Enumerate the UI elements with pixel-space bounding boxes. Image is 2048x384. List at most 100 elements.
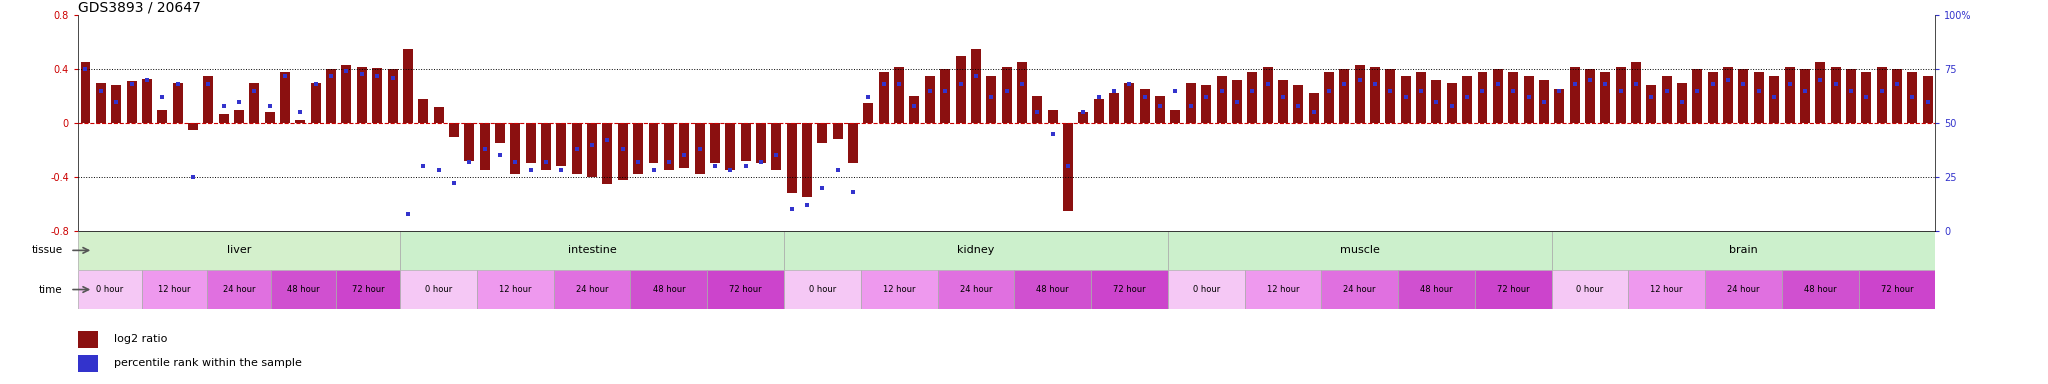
Text: intestine: intestine xyxy=(567,245,616,255)
Bar xyxy=(1063,123,1073,210)
Bar xyxy=(1722,66,1733,123)
Bar xyxy=(233,109,244,123)
Point xyxy=(1098,88,1130,94)
Text: 24 hour: 24 hour xyxy=(961,285,991,294)
Point xyxy=(1159,88,1192,94)
Point xyxy=(668,152,700,159)
Bar xyxy=(477,270,553,309)
Text: 0 hour: 0 hour xyxy=(426,285,453,294)
Bar xyxy=(618,123,629,180)
Bar xyxy=(219,114,229,123)
Bar xyxy=(1094,99,1104,123)
Point xyxy=(1757,94,1790,100)
Bar xyxy=(1217,76,1227,123)
Point xyxy=(193,81,225,88)
Point xyxy=(961,73,993,79)
Bar xyxy=(78,331,98,348)
Bar xyxy=(1585,69,1595,123)
Text: 12 hour: 12 hour xyxy=(500,285,532,294)
Bar xyxy=(1167,231,1552,270)
Bar xyxy=(1309,93,1319,123)
Point xyxy=(1112,81,1145,88)
Bar xyxy=(971,49,981,123)
Bar xyxy=(399,231,784,270)
Point xyxy=(223,98,256,104)
Bar xyxy=(1155,96,1165,123)
Bar xyxy=(207,270,270,309)
Bar xyxy=(864,103,872,123)
Point xyxy=(1774,81,1806,88)
Point xyxy=(913,88,946,94)
Point xyxy=(899,103,932,109)
Point xyxy=(1174,103,1206,109)
Text: 0 hour: 0 hour xyxy=(1577,285,1604,294)
Bar xyxy=(1493,69,1503,123)
Text: 72 hour: 72 hour xyxy=(1880,285,1913,294)
Bar xyxy=(1415,72,1425,123)
Bar xyxy=(1892,69,1903,123)
Point xyxy=(84,88,117,94)
Bar xyxy=(1014,270,1092,309)
Bar xyxy=(1784,66,1794,123)
Point xyxy=(930,88,963,94)
Bar xyxy=(707,270,784,309)
Bar xyxy=(1401,76,1411,123)
Bar xyxy=(1923,76,1933,123)
Bar xyxy=(879,72,889,123)
Bar xyxy=(1524,76,1534,123)
Point xyxy=(561,146,594,152)
Bar xyxy=(1831,66,1841,123)
Bar xyxy=(1446,83,1456,123)
Point xyxy=(1896,94,1929,100)
Point xyxy=(1819,81,1851,88)
Point xyxy=(745,159,778,165)
Bar xyxy=(786,123,797,193)
Point xyxy=(653,159,686,165)
Bar xyxy=(756,123,766,164)
Bar xyxy=(342,65,352,123)
Bar xyxy=(510,123,520,174)
Point xyxy=(1911,98,1944,104)
Point xyxy=(1282,103,1315,109)
Point xyxy=(852,94,885,100)
Text: 12 hour: 12 hour xyxy=(1651,285,1683,294)
Point xyxy=(115,81,147,88)
Bar xyxy=(1124,83,1135,123)
Bar xyxy=(1800,69,1810,123)
Bar xyxy=(1862,72,1872,123)
Bar xyxy=(1552,231,1935,270)
Point xyxy=(821,167,854,174)
Bar xyxy=(1661,76,1671,123)
Text: percentile rank within the sample: percentile rank within the sample xyxy=(113,359,301,369)
Bar xyxy=(465,123,475,161)
Text: 12 hour: 12 hour xyxy=(1266,285,1298,294)
Point xyxy=(1436,103,1468,109)
Point xyxy=(715,167,748,174)
Point xyxy=(1542,88,1575,94)
Point xyxy=(776,206,809,212)
Point xyxy=(807,185,840,191)
Bar xyxy=(1049,109,1057,123)
Point xyxy=(1051,163,1083,169)
Point xyxy=(760,152,793,159)
Text: 48 hour: 48 hour xyxy=(287,285,319,294)
Point xyxy=(1651,88,1683,94)
Bar xyxy=(772,123,780,170)
Point xyxy=(1419,98,1452,104)
Point xyxy=(1006,81,1038,88)
Point xyxy=(1696,81,1729,88)
Bar xyxy=(449,123,459,137)
Bar xyxy=(1354,65,1364,123)
Text: liver: liver xyxy=(227,245,252,255)
Point xyxy=(162,81,195,88)
Bar xyxy=(1769,76,1780,123)
Point xyxy=(360,73,393,79)
Text: GDS3893 / 20647: GDS3893 / 20647 xyxy=(78,0,201,14)
Bar xyxy=(1321,270,1399,309)
Bar xyxy=(541,123,551,170)
Bar xyxy=(326,69,336,123)
Point xyxy=(1190,94,1223,100)
Point xyxy=(1327,81,1360,88)
Bar xyxy=(1247,72,1257,123)
Bar xyxy=(203,76,213,123)
